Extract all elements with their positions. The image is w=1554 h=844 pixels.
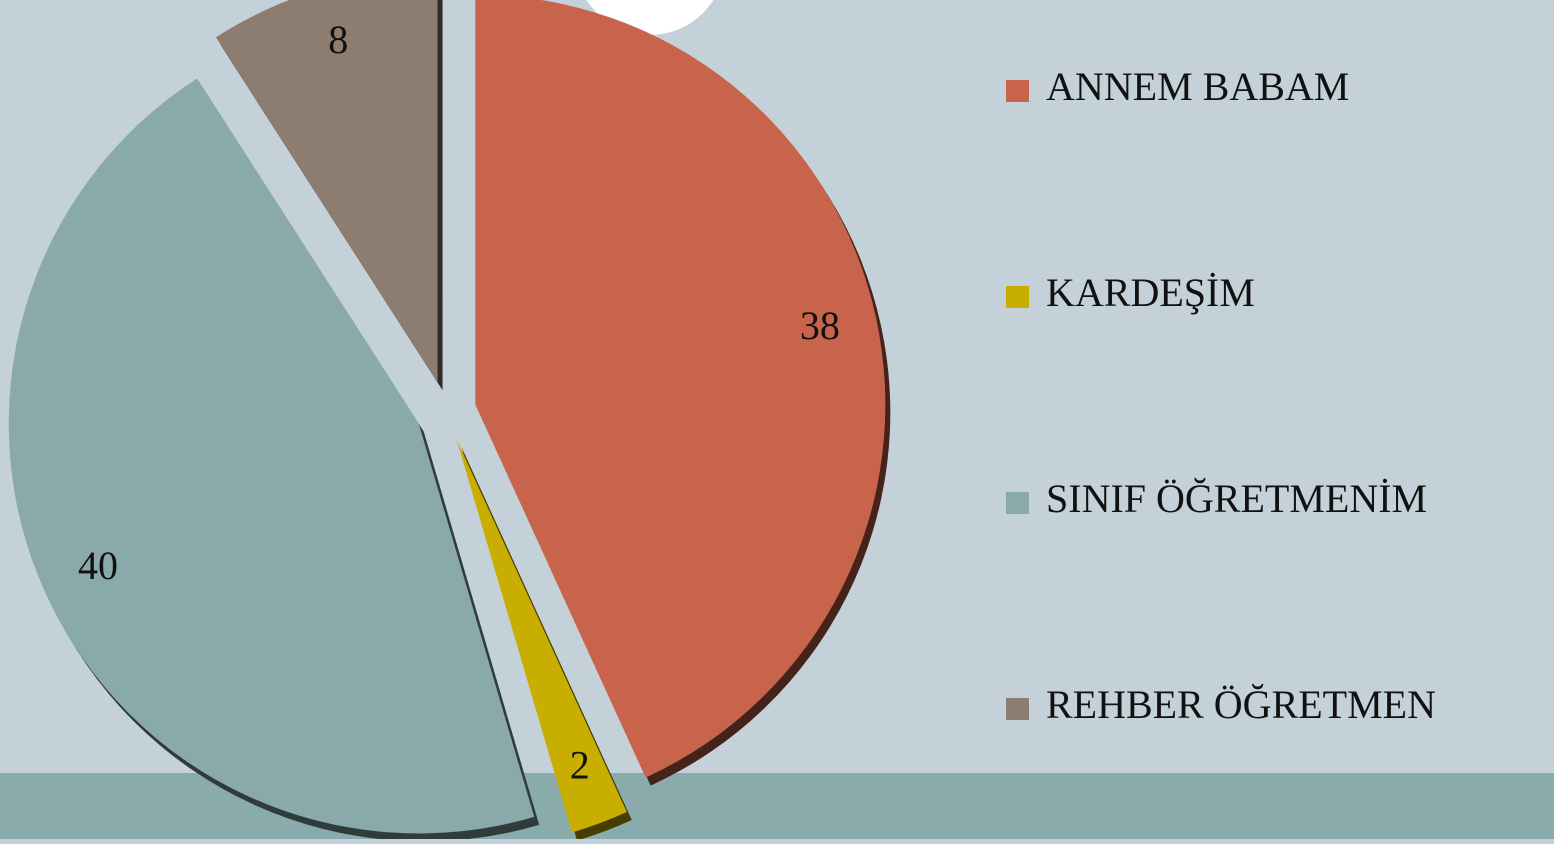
pie-slice <box>8 78 535 834</box>
pie-slice <box>456 439 627 833</box>
legend-label: SINIF ÖĞRETMENİM <box>1046 476 1427 521</box>
legend-label: KARDEŞİM <box>1046 270 1255 315</box>
legend-swatch <box>1006 286 1029 308</box>
legend-swatch <box>1006 698 1029 720</box>
legend: ANNEM BABAM KARDEŞİM SINIF ÖĞRETMENİM REHBE… <box>1006 64 1436 727</box>
data-label: 8 <box>328 17 348 62</box>
data-label: 38 <box>800 303 840 348</box>
legend-swatch <box>1006 492 1029 514</box>
legend-swatch <box>1006 80 1029 102</box>
legend-label: REHBER ÖĞRETMEN <box>1046 682 1436 727</box>
data-label: 2 <box>570 743 590 788</box>
pie-slice <box>475 0 886 778</box>
data-label: 40 <box>78 543 118 588</box>
pie-slice <box>215 0 438 383</box>
legend-label: ANNEM BABAM <box>1046 64 1349 109</box>
pie: 38 2 40 8 <box>8 0 891 842</box>
